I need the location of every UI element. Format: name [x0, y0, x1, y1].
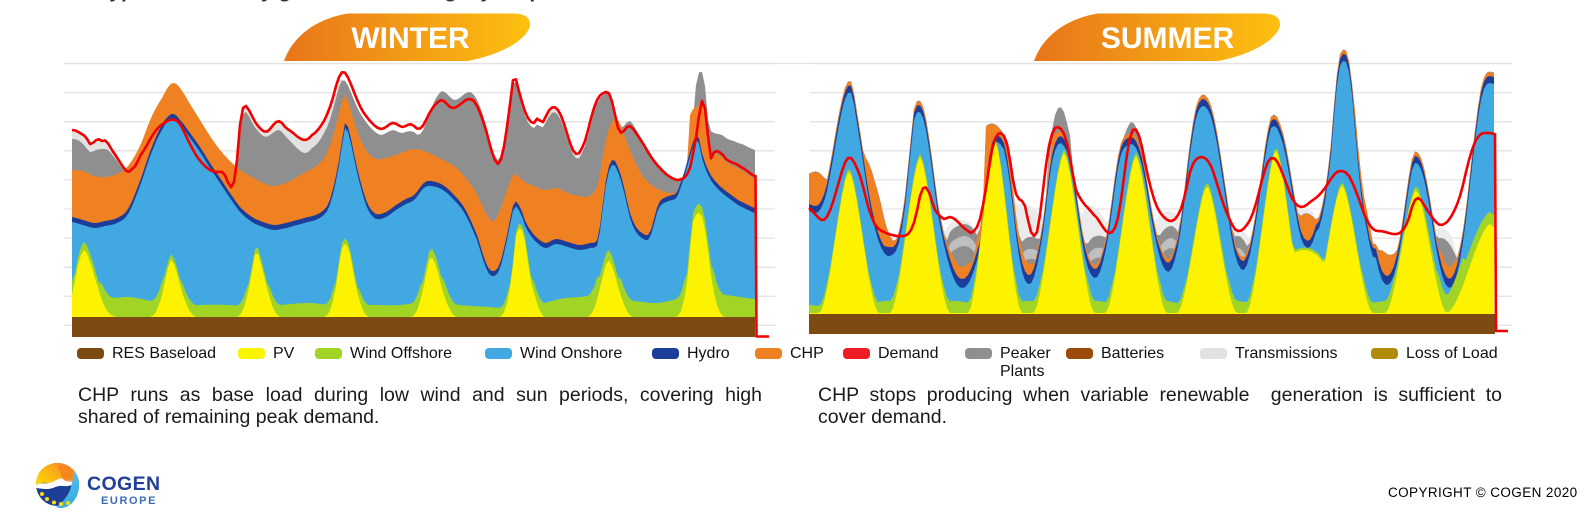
svg-text:EUROPE: EUROPE	[101, 495, 157, 507]
svg-text:COGEN: COGEN	[87, 473, 161, 495]
